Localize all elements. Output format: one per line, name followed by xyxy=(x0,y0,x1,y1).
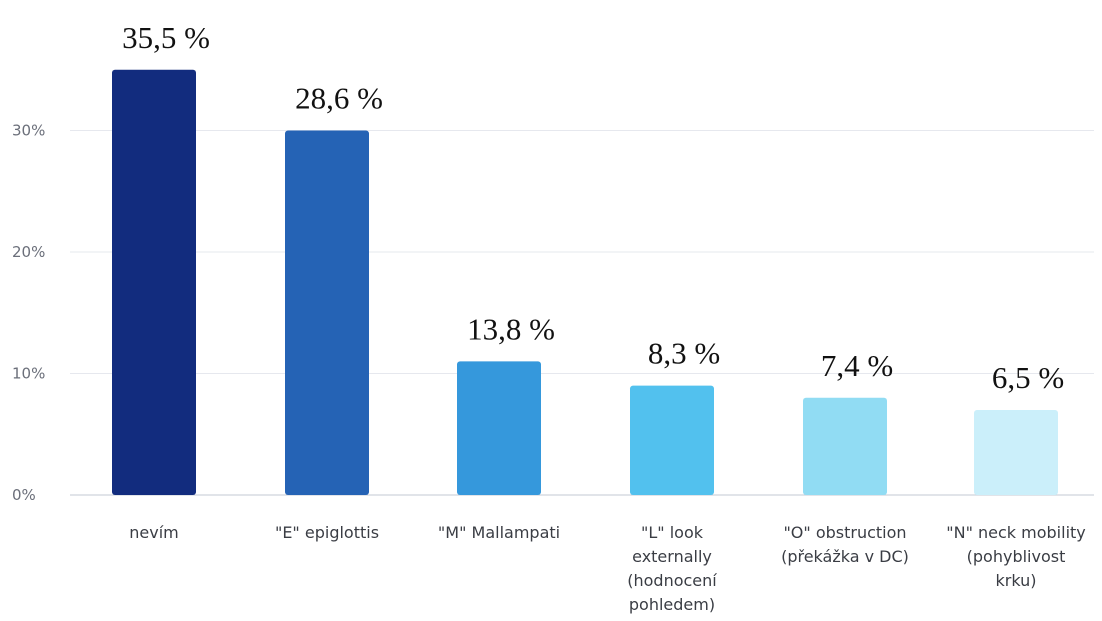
y-tick-label: 10% xyxy=(12,365,45,383)
x-tick-label: "N" neck mobility xyxy=(946,523,1086,542)
data-label: 8,3 % xyxy=(648,336,720,371)
y-axis-ticks: 0% 10% 20% 30% xyxy=(12,122,45,505)
y-tick-label: 20% xyxy=(12,243,45,261)
bar xyxy=(285,130,369,495)
x-axis-labels: nevím "E" epiglottis "M" Mallampati "L" loo… xyxy=(129,523,1086,614)
x-tick-label: krku) xyxy=(996,571,1037,590)
x-tick-label: pohledem) xyxy=(629,595,715,614)
x-tick-label: "L" look xyxy=(641,523,704,542)
x-tick-label: (překážka v DC) xyxy=(781,547,909,566)
data-label: 13,8 % xyxy=(467,311,555,346)
x-tick-label: (hodnocení xyxy=(627,571,717,590)
x-tick-label: "E" epiglottis xyxy=(275,523,379,542)
data-labels: 35,5 % 28,6 % 13,8 % 8,3 % 7,4 % 6,5 % xyxy=(122,20,1064,395)
data-label: 6,5 % xyxy=(992,360,1064,395)
x-tick-label: (pohyblivost xyxy=(967,547,1066,566)
bar xyxy=(803,397,887,495)
x-tick-label: "M" Mallampati xyxy=(438,523,560,542)
data-label: 35,5 % xyxy=(122,20,210,55)
x-tick-label: externally xyxy=(632,547,712,566)
x-tick-label: "O" obstruction xyxy=(783,523,906,542)
bar xyxy=(630,385,714,495)
data-label: 28,6 % xyxy=(295,81,383,116)
y-tick-label: 30% xyxy=(12,122,45,140)
bars xyxy=(112,69,1058,495)
bar xyxy=(457,361,541,495)
x-tick-label: nevím xyxy=(129,523,178,542)
grid-lines xyxy=(70,130,1094,496)
bar xyxy=(112,69,196,495)
data-label: 7,4 % xyxy=(821,348,893,383)
bar xyxy=(974,409,1058,495)
y-tick-label: 0% xyxy=(12,486,36,504)
